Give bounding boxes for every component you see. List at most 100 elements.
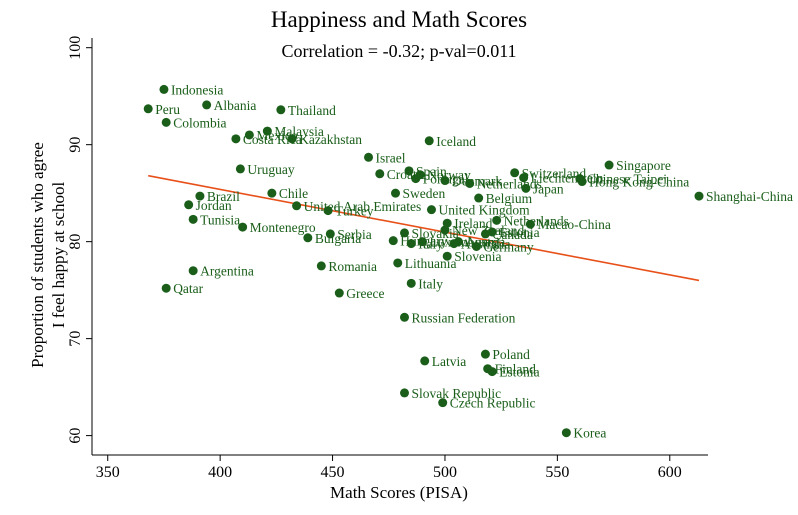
data-point [474, 193, 484, 203]
data-point [159, 84, 169, 94]
point-label: Lithuania [405, 256, 457, 271]
data-point [292, 201, 302, 211]
x-tick-label: 350 [96, 464, 120, 481]
point-label: Iceland [436, 134, 476, 149]
y-tick-label: 70 [67, 331, 84, 347]
correlation-annotation: Correlation = -0.32; p-val=0.011 [281, 41, 516, 61]
data-point [388, 236, 398, 246]
point-label: New Zealand [452, 223, 525, 238]
data-point [161, 117, 171, 127]
point-label: Australia [461, 237, 511, 252]
data-point [440, 176, 450, 186]
point-label: Ireland [454, 216, 492, 231]
data-point [424, 136, 434, 146]
point-label: Montenegro [250, 220, 316, 235]
data-point [202, 100, 212, 110]
data-point [480, 229, 490, 239]
data-point [510, 168, 520, 178]
point-label: Belgium [486, 191, 533, 206]
data-point [231, 134, 241, 144]
point-label: Latvia [432, 354, 466, 369]
point-label: Costa Rica [243, 132, 302, 147]
data-point [492, 215, 502, 225]
point-label: United Arab Emirates [304, 199, 422, 214]
data-point [411, 174, 421, 184]
data-point [480, 349, 490, 359]
point-label: Chile [279, 186, 308, 201]
point-label: Netherlands [504, 213, 569, 228]
point-label: Austria [465, 235, 505, 250]
data-point [442, 218, 452, 228]
data-point [604, 160, 614, 170]
data-point [364, 152, 374, 162]
point-label: Jordan [196, 198, 232, 213]
point-label: Serbia [337, 227, 372, 242]
point-label: Turkey [335, 204, 374, 219]
data-point [399, 388, 409, 398]
data-point [325, 229, 335, 239]
fit-line [148, 174, 700, 282]
data-point [262, 126, 272, 136]
data-point [143, 104, 153, 114]
data-point [399, 228, 409, 238]
point-label: Kazakhstan [299, 132, 362, 147]
data-point [417, 237, 427, 247]
data-point [577, 177, 587, 187]
point-label: Macao-China [537, 217, 610, 232]
point-label: Finland [495, 362, 537, 377]
point-label: Qatar [173, 281, 203, 296]
data-point [442, 251, 452, 261]
data-point [426, 205, 436, 215]
y-tick-label: 100 [67, 36, 84, 60]
data-point [334, 288, 344, 298]
point-label: Colombia [173, 115, 226, 130]
points-layer [143, 84, 704, 438]
data-point [195, 191, 205, 201]
data-point [375, 169, 385, 179]
point-label: Bulgaria [315, 231, 362, 246]
point-label: Italy [418, 237, 443, 252]
x-tick-label: 450 [321, 464, 345, 481]
point-label: Israel [376, 150, 406, 165]
data-point [519, 173, 529, 183]
x-tick-label: 550 [545, 464, 569, 481]
data-point [287, 134, 297, 144]
data-point [404, 166, 414, 176]
x-tick-label: 600 [658, 464, 682, 481]
data-point [440, 225, 450, 235]
point-label: Germany [483, 240, 533, 255]
point-label: Slovakia [411, 226, 458, 241]
fit-line-layer [148, 174, 700, 282]
point-label: Spain [416, 164, 447, 179]
y-axis-label-line-2: I feel happy at school [49, 182, 68, 329]
data-point [244, 130, 254, 140]
point-label: Peru [155, 102, 180, 117]
point-label: Switzerland [522, 166, 587, 181]
data-point [184, 200, 194, 210]
point-label: Czech Republic [450, 396, 536, 411]
chart-title: Happiness and Math Scores [271, 7, 527, 32]
point-label: Singapore [616, 158, 671, 173]
point-label: Thailand [288, 103, 336, 118]
point-label: Poland [492, 347, 530, 362]
point-label: Netherlands [477, 176, 542, 191]
point-label: United Kingdom [438, 203, 530, 218]
point-label: Indonesia [171, 82, 223, 97]
data-point [465, 178, 475, 188]
data-point [235, 164, 245, 174]
point-label: Slovenia [454, 249, 501, 264]
point-label: Argentina [200, 264, 254, 279]
y-axis-label-line-1: Proportion of students who agree [28, 142, 47, 368]
point-label: Mexico [256, 128, 297, 143]
point-label: Korea [573, 426, 606, 441]
data-point [399, 312, 409, 322]
point-label: Romania [328, 259, 377, 274]
point-label: Malaysia [274, 124, 324, 139]
data-point [487, 367, 497, 377]
point-label: Albania [214, 98, 257, 113]
data-point [188, 266, 198, 276]
point-label: Russian Federation [411, 310, 515, 325]
data-point [316, 261, 326, 271]
data-point [438, 398, 448, 408]
x-tick-label: 500 [433, 464, 457, 481]
